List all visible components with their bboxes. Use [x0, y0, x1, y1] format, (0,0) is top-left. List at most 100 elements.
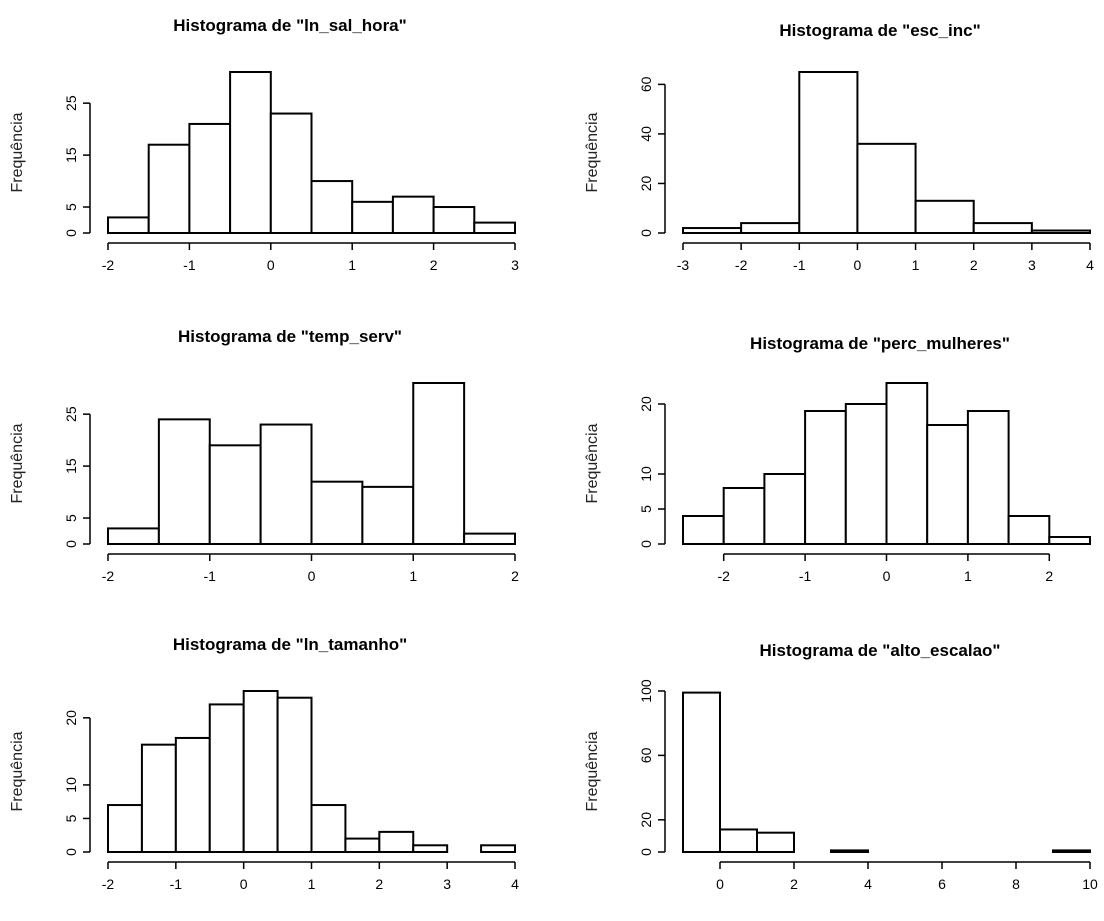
- chart-title: Histograma de "esc_inc": [779, 21, 980, 40]
- x-tick-label: 1: [308, 876, 316, 892]
- x-tick-label: 0: [308, 568, 316, 584]
- histogram-panel-5: Histograma de "ln_tamanho" -2 -1 0 1 2 3 4 0 5 10 2…: [9, 635, 519, 892]
- y-tick-label: 5: [63, 814, 79, 822]
- histogram-bar: [682, 515, 725, 545]
- y-tick-label: 15: [63, 458, 79, 474]
- y-tick-label: 5: [63, 203, 79, 211]
- y-tick-label: 0: [638, 848, 654, 856]
- chart-title: Histograma de "alto_escalao": [760, 641, 1001, 660]
- histogram-bar: [157, 418, 211, 545]
- y-tick-label: 0: [638, 229, 654, 237]
- x-tick-label: 0: [883, 568, 891, 584]
- y-tick-label: 10: [63, 777, 79, 793]
- histogram-bar: [463, 532, 516, 546]
- histogram-bar: [763, 473, 807, 545]
- histogram-bar: [756, 831, 795, 853]
- y-tick-label: 20: [638, 812, 654, 828]
- x-tick-label: 0: [240, 876, 248, 892]
- x-tick-label: -2: [735, 257, 748, 273]
- y-tick-label: 60: [638, 747, 654, 763]
- x-tick-label: 4: [1086, 257, 1094, 273]
- histogram-panel-3: Histograma de "temp_serv" -2 -1 0 1 2 0 5 15 25 Fr…: [9, 327, 519, 584]
- y-tick-label: 5: [638, 505, 654, 513]
- histogram-bar: [926, 424, 969, 545]
- y-tick-label: 25: [63, 95, 79, 111]
- histogram-panel-1: Histograma de "ln_sal_hora" -2 -1 0 1 2 3 0 5 15 2…: [9, 16, 519, 273]
- y-axis-label: Frequência: [9, 731, 26, 811]
- histogram-bar: [391, 195, 435, 234]
- histogram-bar: [804, 410, 847, 545]
- x-tick-label: 0: [716, 876, 724, 892]
- x-tick-label: -2: [102, 568, 115, 584]
- y-tick-label: 15: [63, 147, 79, 163]
- histogram-bar: [740, 222, 801, 234]
- x-tick-label: 3: [1028, 257, 1036, 273]
- y-tick-label: 20: [638, 175, 654, 191]
- histogram-panel-6: Histograma de "alto_escalao"0 2 4 6 8 1002060…: [584, 641, 1098, 892]
- x-tick-label: -1: [170, 876, 183, 892]
- y-tick-label: 20: [638, 396, 654, 412]
- y-axis-label: Frequência: [9, 112, 26, 192]
- histogram-bar: [412, 844, 449, 854]
- x-tick-label: -2: [102, 876, 115, 892]
- histogram-bar: [351, 200, 394, 235]
- histogram-bar: [1007, 515, 1051, 545]
- x-tick-label: 8: [1012, 876, 1020, 892]
- histogram-bar: [1052, 849, 1091, 854]
- histogram-bar: [914, 199, 975, 235]
- x-tick-label: -2: [717, 568, 730, 584]
- histogram-bar: [972, 222, 1033, 234]
- y-axis-label: Frequência: [584, 731, 601, 811]
- x-tick-label: 0: [854, 257, 862, 273]
- histogram-bar: [412, 382, 466, 545]
- y-axis-label: Frequência: [9, 423, 26, 503]
- x-tick-label: 1: [348, 257, 356, 273]
- x-tick-label: 3: [443, 876, 451, 892]
- y-tick-label: 0: [63, 229, 79, 237]
- chart-title: Histograma de "temp_serv": [178, 327, 402, 346]
- x-tick-label: 2: [970, 257, 978, 273]
- histogram-bar: [682, 691, 721, 853]
- histogram-bar: [188, 122, 232, 234]
- histogram-bar: [208, 444, 262, 545]
- histogram-bar: [310, 480, 364, 546]
- x-tick-label: 1: [409, 568, 417, 584]
- histogram-bar: [276, 696, 313, 853]
- x-tick-label: 1: [912, 257, 920, 273]
- histogram-bar: [830, 849, 869, 854]
- histogram-bar: [259, 423, 313, 546]
- chart-title: Histograma de "perc_mulheres": [750, 334, 1010, 353]
- histogram-bar: [722, 487, 766, 545]
- x-tick-label: -1: [204, 568, 217, 584]
- histogram-bar: [208, 703, 245, 854]
- histogram-bar: [140, 743, 177, 854]
- histogram-bar: [966, 410, 1010, 545]
- y-tick-label: 0: [63, 848, 79, 856]
- histogram-bar: [378, 830, 415, 853]
- histogram-bar: [310, 804, 347, 854]
- histogram-bar: [269, 112, 313, 234]
- histogram-bar: [473, 221, 516, 234]
- histogram-bar: [310, 180, 354, 234]
- histogram-bar: [844, 403, 888, 545]
- x-tick-label: 2: [790, 876, 798, 892]
- x-tick-label: 1: [964, 568, 972, 584]
- y-tick-label: 20: [63, 710, 79, 726]
- x-tick-label: -1: [799, 568, 812, 584]
- y-tick-label: 0: [63, 540, 79, 548]
- x-tick-label: 0: [267, 257, 275, 273]
- x-tick-label: 2: [430, 257, 438, 273]
- histogram-bar: [242, 690, 279, 853]
- x-tick-label: 2: [375, 876, 383, 892]
- histogram-bar: [147, 143, 191, 234]
- histogram-bar: [174, 736, 211, 853]
- x-tick-label: 4: [511, 876, 519, 892]
- x-tick-label: -1: [183, 257, 196, 273]
- histogram-bar: [480, 844, 517, 854]
- histogram-bar: [432, 206, 476, 234]
- chart-title: Histograma de "ln_tamanho": [173, 635, 407, 654]
- histogram-bar: [885, 382, 929, 545]
- histogram-bar: [107, 804, 143, 854]
- histogram-bar: [361, 485, 415, 546]
